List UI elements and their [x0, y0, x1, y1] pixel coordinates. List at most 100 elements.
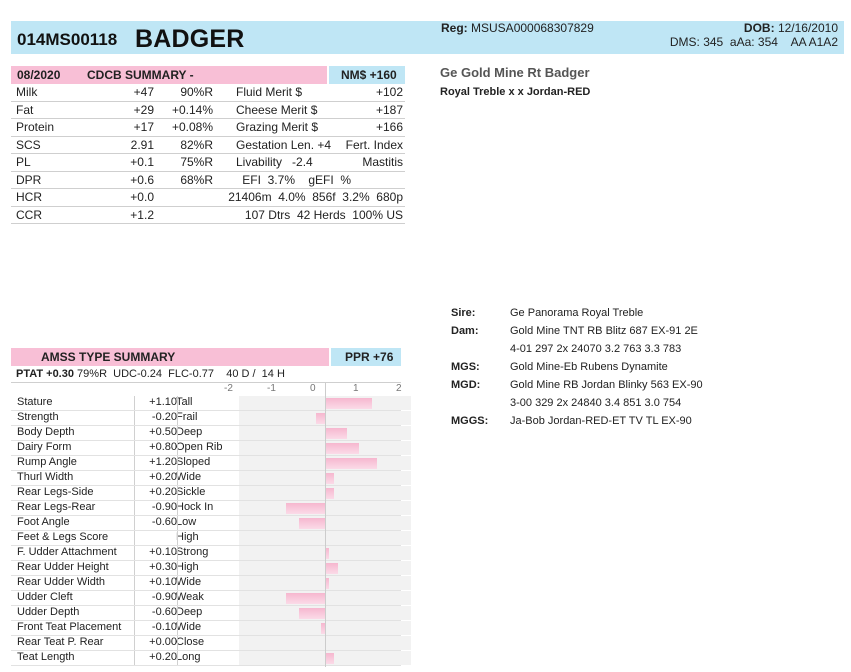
- cdcb-reliability: 75%R: [180, 155, 213, 169]
- column-divider: [177, 621, 178, 635]
- column-divider: [134, 546, 135, 560]
- trait-name: Rear Udder Width: [17, 576, 106, 588]
- trait-value-bar: [325, 653, 334, 664]
- column-divider: [134, 516, 135, 530]
- pedigree-value: Ge Panorama Royal Treble: [510, 307, 644, 319]
- type-trait-row: Rear Udder Width +0.10 Wide: [11, 576, 411, 591]
- pedigree-label: MGD:: [451, 379, 481, 391]
- trait-value: +0.20: [149, 486, 177, 498]
- column-divider: [134, 501, 135, 515]
- pedigree-label: MGS:: [451, 361, 480, 373]
- cdcb-index-label: 107 Dtrs 42 Herds 100% US: [244, 207, 403, 222]
- trait-descriptor: Deep: [176, 606, 203, 618]
- trait-value: -0.10: [151, 621, 177, 633]
- trait-descriptor: Sickle: [176, 486, 206, 498]
- dob-label: DOB:: [743, 21, 775, 35]
- trait-descriptor: Hock In: [176, 501, 214, 513]
- trait-value-bar: [316, 413, 325, 424]
- trait-name: Rear Legs-Rear: [17, 501, 96, 513]
- column-divider: [177, 411, 178, 425]
- column-divider: [134, 396, 135, 410]
- trait-value: -0.90: [151, 591, 177, 603]
- type-trait-row: Body Depth +0.50 Deep: [11, 426, 411, 441]
- ptat-label: PTAT +0.30: [16, 368, 74, 380]
- type-trait-row: Udder Depth -0.60 Deep: [11, 606, 411, 621]
- cdcb-index-label: 21406m 4.0% 856f 3.2% 680p: [228, 190, 403, 204]
- cdcb-trait: DPR: [16, 172, 42, 187]
- trait-value: +0.20: [149, 651, 177, 663]
- trait-descriptor: Deep: [176, 426, 203, 438]
- trait-descriptor: Wide: [176, 471, 202, 483]
- dms-line: DMS: 345 aAa: 354 AA A1A2: [669, 35, 838, 49]
- trait-name: Rear Legs-Side: [17, 486, 94, 498]
- trait-value: +0.20: [149, 471, 177, 483]
- trait-value-bar: [325, 443, 360, 454]
- animal-id: 014MS00118: [17, 30, 118, 49]
- trait-value-bar: [325, 563, 338, 574]
- column-divider: [134, 591, 135, 605]
- trait-value-bar: [325, 398, 373, 409]
- type-trait-row: Teat Length +0.20 Long: [11, 651, 411, 666]
- cdcb-date: 08/2020: [17, 68, 61, 82]
- trait-name: F. Udder Attachment: [17, 546, 117, 558]
- trait-value-bar: [299, 608, 325, 619]
- pedigree-line: Royal Treble x x Jordan-RED: [440, 86, 591, 98]
- cdcb-row: Milk +47 90%R Fluid Merit $ +102: [11, 84, 405, 102]
- column-divider: [134, 561, 135, 575]
- column-divider: [177, 636, 178, 650]
- cdcb-value: +17: [133, 120, 154, 134]
- pedigree-value: Gold Mine-Eb Rubens Dynamite: [510, 361, 668, 373]
- column-divider: [177, 606, 178, 620]
- trait-descriptor: Wide: [176, 621, 202, 633]
- trait-name: Feet & Legs Score: [17, 531, 109, 543]
- header-bar: 014MS00118 BADGER Reg: MSUSA000068307829…: [11, 21, 844, 54]
- type-trait-row: Rear Teat P. Rear +0.00 Close: [11, 636, 411, 651]
- cdcb-index-value: +166: [375, 120, 403, 134]
- type-trait-row: F. Udder Attachment +0.10 Strong: [11, 546, 411, 561]
- type-trait-row: Rear Udder Height +0.30 High: [11, 561, 411, 576]
- column-divider: [134, 651, 135, 665]
- trait-value-bar: [325, 473, 334, 484]
- cdcb-reliability: 68%R: [180, 172, 213, 187]
- axis-tick-label: 1: [353, 383, 359, 394]
- type-trait-row: Rear Legs-Rear -0.90 Hock In: [11, 501, 411, 516]
- type-trait-row: Thurl Width +0.20 Wide: [11, 471, 411, 486]
- trait-descriptor: Frail: [176, 411, 198, 423]
- column-divider: [134, 456, 135, 470]
- cdcb-value: +47: [133, 85, 154, 99]
- column-divider: [177, 426, 178, 440]
- cdcb-table: Milk +47 90%R Fluid Merit $ +102 Fat +29 +0.14%…: [11, 84, 405, 224]
- trait-descriptor: Wide: [176, 576, 202, 588]
- column-divider: [177, 456, 178, 470]
- pedigree-value: Gold Mine TNT RB Blitz 687 EX-91 2E: [510, 325, 698, 337]
- pedigree-value: Gold Mine RB Jordan Blinky 563 EX-90: [510, 379, 703, 391]
- cdcb-index-label: Grazing Merit $: [236, 120, 319, 134]
- cdcb-reliability: +0.14%: [171, 102, 213, 117]
- trait-value-bar: [286, 593, 325, 604]
- column-divider: [177, 546, 178, 560]
- reg-label: Reg:: [441, 21, 468, 35]
- trait-descriptor: Weak: [176, 591, 204, 603]
- cdcb-value: +0.1: [130, 155, 154, 169]
- pedigree-label: Sire:: [451, 307, 476, 319]
- column-divider: [134, 621, 135, 635]
- type-trait-row: Stature +1.10 Tall: [11, 396, 411, 411]
- trait-descriptor: Open Rib: [176, 441, 223, 453]
- trait-name: Stature: [17, 396, 53, 408]
- trait-name: Front Teat Placement: [17, 621, 122, 633]
- cdcb-index-value: +102: [375, 85, 403, 99]
- cdcb-index-label: Livability -2.4: [236, 155, 313, 169]
- type-trait-row: Foot Angle -0.60 Low: [11, 516, 411, 531]
- cdcb-trait: SCS: [16, 137, 41, 152]
- cdcb-row: Protein +17 +0.08% Grazing Merit $ +166: [11, 119, 405, 137]
- amss-title: AMSS TYPE SUMMARY: [41, 350, 176, 364]
- trait-name: Thurl Width: [17, 471, 74, 483]
- column-divider: [177, 516, 178, 530]
- cdcb-value: +0.0: [130, 190, 154, 204]
- trait-name: Strength: [17, 411, 59, 423]
- trait-descriptor: High: [176, 531, 199, 543]
- dob-value: 12/16/2010: [777, 21, 838, 35]
- pedigree-value: 3-00 329 2x 24840 3.4 851 3.0 754: [510, 397, 682, 409]
- trait-descriptor: Sloped: [176, 456, 211, 468]
- trait-value: +0.50: [149, 426, 177, 438]
